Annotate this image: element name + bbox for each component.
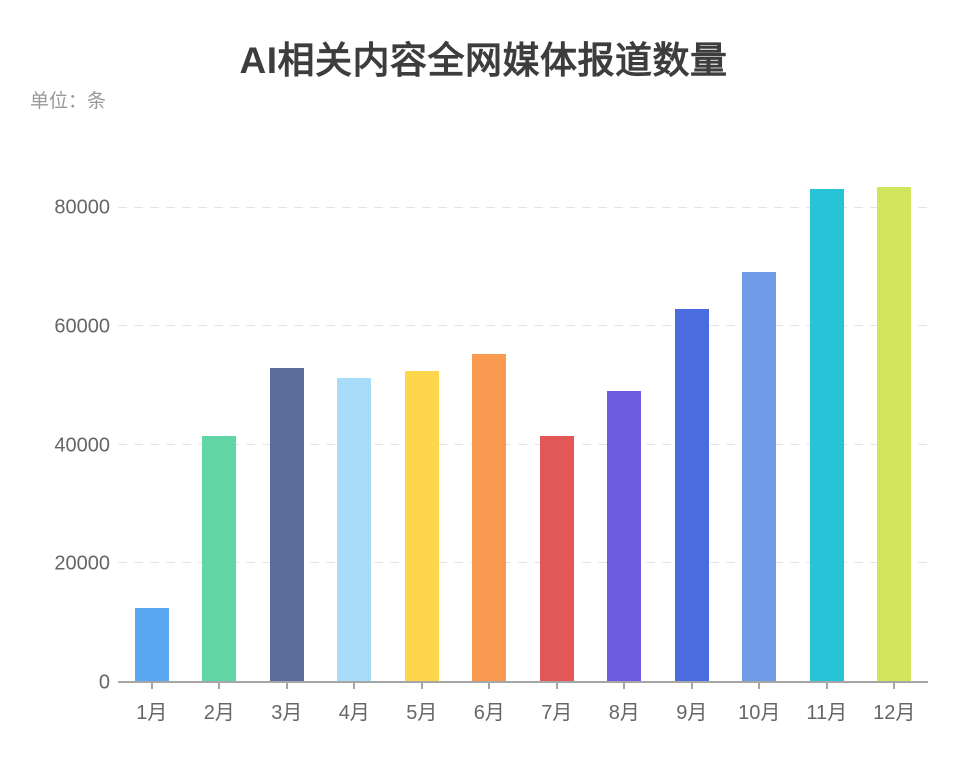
bar-9: [674, 308, 709, 681]
x-axis-label-12: 12月: [873, 702, 916, 724]
bar-slot-11: [793, 169, 861, 689]
x-axis-tick-5: [420, 683, 423, 689]
bar-7: [539, 436, 574, 681]
gridline-40000: [118, 443, 928, 445]
bar-5: [404, 370, 439, 681]
bar-slot-3: [253, 169, 321, 689]
x-axis-tick-6: [488, 683, 491, 689]
gridline-20000: [118, 561, 928, 563]
bar-8: [607, 391, 642, 681]
y-axis-label-40000: 40000: [54, 434, 110, 457]
bar-6: [472, 354, 507, 681]
x-axis-label-1: 1月: [136, 702, 168, 724]
x-axis-label-8: 8月: [608, 702, 640, 724]
bar-slot-1: [118, 169, 186, 689]
x-axis-label-11: 11月: [806, 702, 848, 724]
gridline-60000: [118, 325, 928, 327]
bar-slot-8: [591, 169, 659, 689]
y-axis-labels: 0 20000 40000 60000 80000: [20, 169, 110, 694]
x-axis-label-7: 7月: [541, 702, 573, 724]
bar-slot-5: [388, 169, 456, 689]
x-axis-label-3: 3月: [271, 702, 303, 724]
bar-12: [877, 187, 912, 681]
bar-slot-10: [726, 169, 794, 689]
chart-title: AI相关内容全网媒体报道数量: [239, 40, 728, 81]
x-axis-tick-2: [218, 683, 221, 689]
x-axis-label-9: 9月: [676, 702, 708, 724]
x-axis-label-6: 6月: [473, 702, 505, 724]
x-axis-label-5: 5月: [406, 702, 438, 724]
y-axis-label-80000: 80000: [54, 196, 110, 219]
x-axis-label-10: 10月: [738, 702, 781, 724]
bar-4: [337, 377, 372, 681]
unit-label: 单位：条: [30, 91, 107, 112]
bar-slot-9: [658, 169, 726, 689]
x-axis-tick-4: [353, 683, 356, 689]
x-axis-tick-7: [555, 683, 558, 689]
bar-slot-12: [861, 169, 929, 689]
x-axis-tick-11: [825, 683, 828, 689]
x-axis-tick-10: [758, 683, 761, 689]
bar-3: [269, 367, 304, 681]
bar-slot-6: [456, 169, 524, 689]
y-axis-label-0: 0: [98, 671, 110, 694]
bar-1: [134, 608, 169, 681]
gridline-80000: [118, 207, 928, 209]
x-axis-tick-8: [623, 683, 626, 689]
bar-11: [809, 189, 844, 681]
y-axis-label-20000: 20000: [54, 552, 110, 575]
bar-10: [742, 272, 777, 681]
x-axis-label-4: 4月: [338, 702, 370, 724]
y-axis-label-60000: 60000: [54, 315, 110, 338]
bar-2: [202, 436, 237, 681]
bar-slot-7: [523, 169, 591, 689]
bar-slot-2: [186, 169, 254, 689]
x-axis-tick-1: [150, 683, 153, 689]
x-axis-tick-12: [893, 683, 896, 689]
plot-area: [118, 169, 929, 689]
bar-slot-4: [321, 169, 389, 689]
x-axis-label-2: 2月: [203, 702, 235, 724]
x-axis-tick-9: [690, 683, 693, 689]
bar-series: [118, 169, 929, 689]
x-axis-labels: 1月 2月 3月 4月 5月 6月 7月 8月 9月 10月 11月 12月: [118, 696, 928, 725]
x-axis-tick-3: [285, 683, 288, 689]
